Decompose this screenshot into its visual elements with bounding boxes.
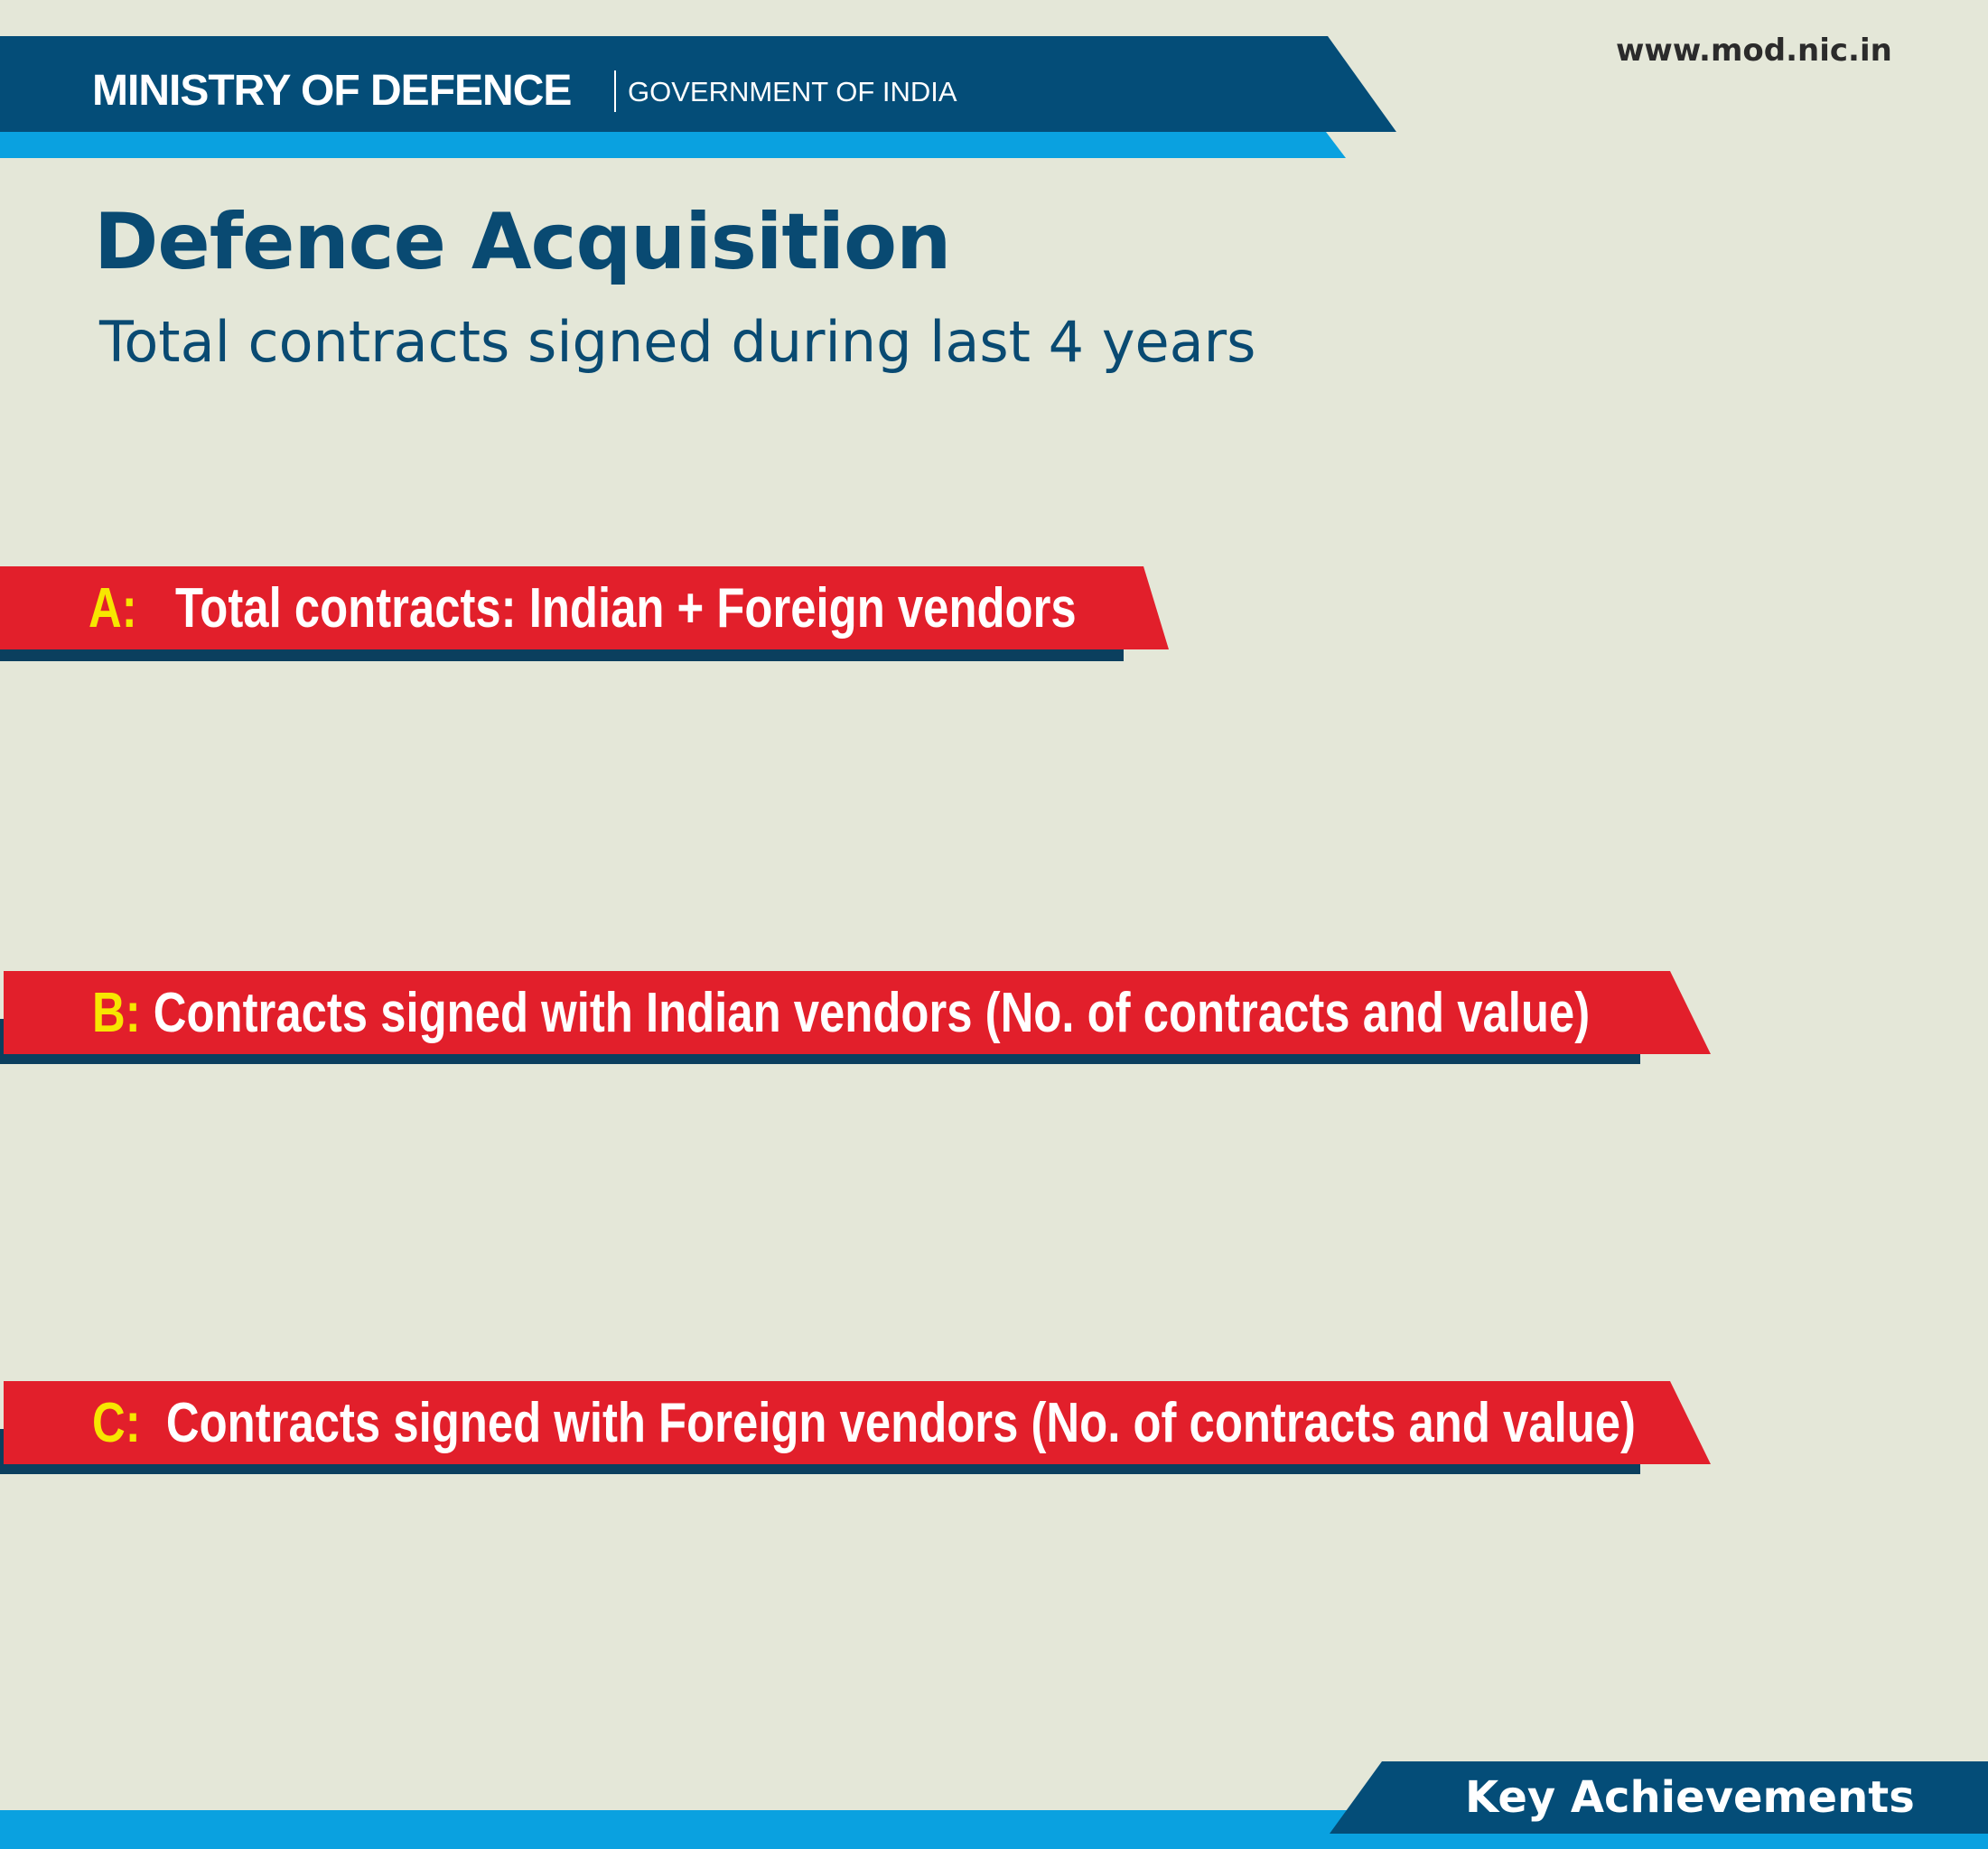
section-a-letter: A: [89, 577, 137, 640]
section-a-heading: A: Total contracts: Indian + Foreign ven… [89, 576, 1077, 640]
ministry-name: MINISTRY OF DEFENCE [92, 67, 572, 115]
header-banner [0, 36, 1396, 132]
footer-banner [1330, 1761, 1988, 1834]
website-link[interactable]: www.mod.nic.in [1616, 33, 1892, 69]
section-b-letter: B: [92, 982, 141, 1044]
section-a-text: Total contracts: Indian + Foreign vendor… [175, 577, 1077, 640]
page-subtitle: Total contracts signed during last 4 yea… [99, 309, 1256, 375]
section-c-ribbon [4, 1381, 1711, 1464]
section-b-ribbon [4, 971, 1711, 1054]
section-b-heading: B: Contracts signed with Indian vendors … [92, 981, 1590, 1045]
header-divider [614, 70, 616, 112]
section-b-text: Contracts signed with Indian vendors (No… [153, 982, 1591, 1044]
section-a-ribbon [0, 566, 1169, 649]
footer-label: Key Achievements [1465, 1772, 1915, 1823]
section-c-heading: C: Contracts signed with Foreign vendors… [92, 1391, 1636, 1455]
header-banner-stripe [0, 132, 1346, 158]
page-title: Defence Acquisition [94, 197, 951, 287]
section-c-letter: C: [92, 1392, 141, 1454]
government-name: GOVERNMENT OF INDIA [628, 76, 957, 107]
section-c-text: Contracts signed with Foreign vendors (N… [165, 1392, 1636, 1454]
